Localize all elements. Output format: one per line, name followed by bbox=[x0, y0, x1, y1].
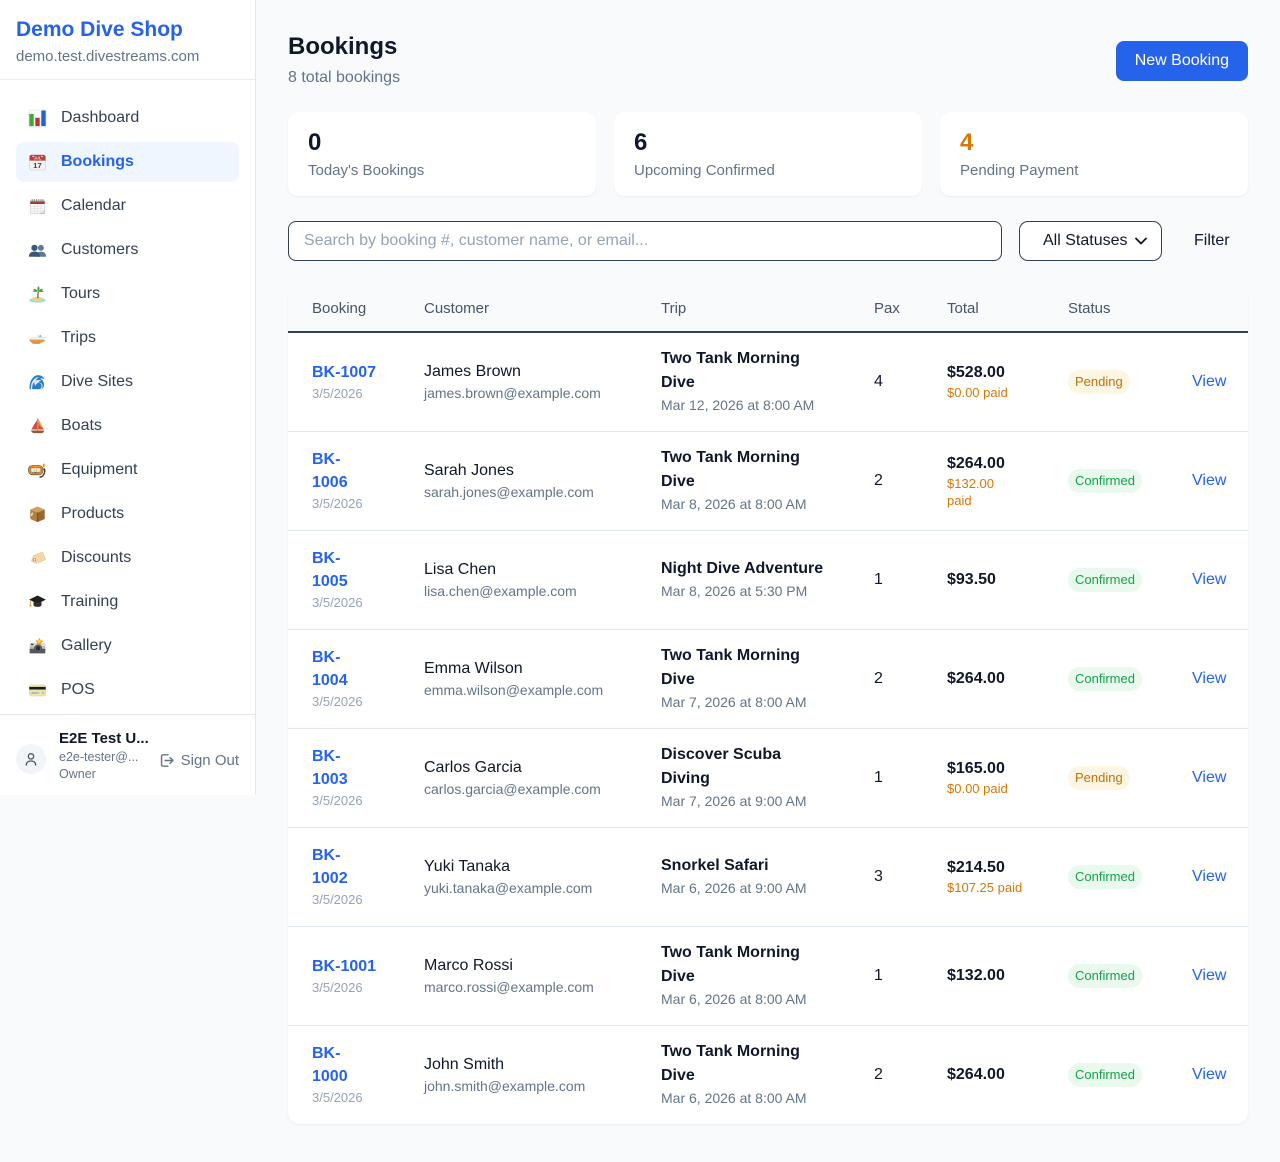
svg-text:17: 17 bbox=[33, 160, 42, 169]
svg-text:JUL: JUL bbox=[34, 155, 42, 160]
